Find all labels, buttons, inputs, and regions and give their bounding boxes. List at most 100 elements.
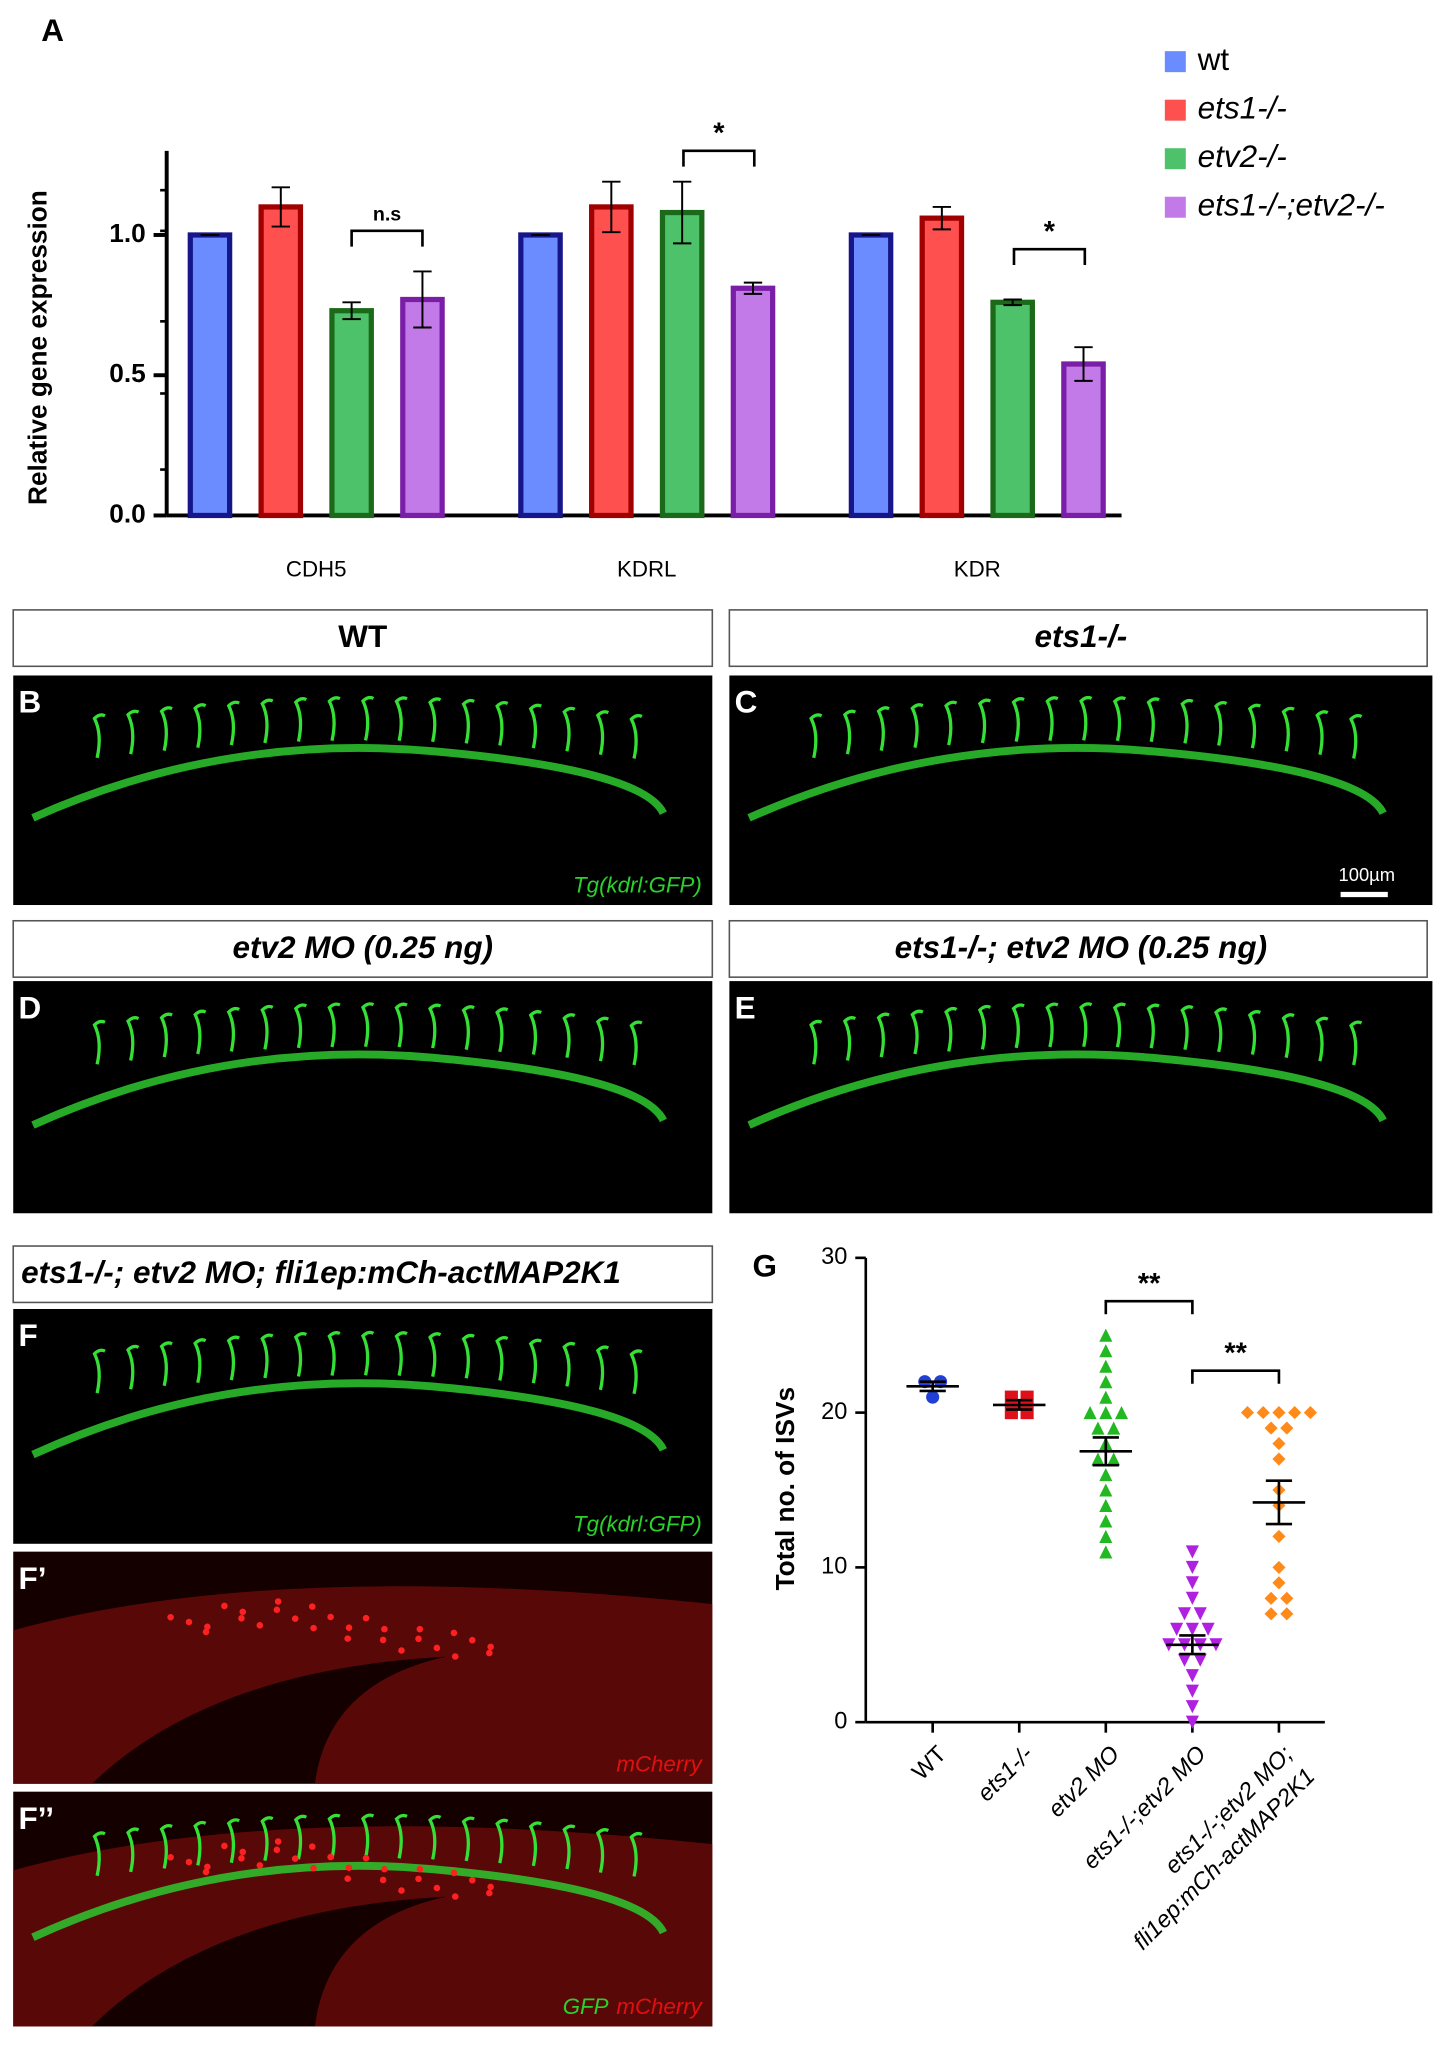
mcherry-cell <box>487 1883 494 1891</box>
data-point <box>1272 1452 1286 1466</box>
data-point <box>1020 1390 1034 1404</box>
mcherry-cell <box>398 1887 405 1894</box>
mcherry-cell <box>202 1628 210 1636</box>
isv <box>1281 706 1295 752</box>
mcherry-cell <box>469 1876 476 1884</box>
mcherry-cell <box>256 1622 264 1629</box>
y-axis-label: Relative gene expression <box>22 190 52 505</box>
isv <box>562 706 576 752</box>
isv <box>327 1331 341 1376</box>
isv <box>428 697 442 743</box>
isv <box>159 1823 173 1869</box>
isv <box>126 1344 140 1390</box>
isv <box>1079 695 1093 741</box>
significance-bracket <box>1191 1369 1281 1384</box>
vessel <box>31 1861 667 1941</box>
isv <box>1180 1005 1194 1051</box>
isv <box>1315 1016 1329 1062</box>
isv <box>193 1820 207 1866</box>
isv <box>293 1003 308 1049</box>
isv <box>394 696 408 742</box>
data-point <box>1099 1344 1113 1358</box>
mcherry-cell <box>221 1842 228 1850</box>
y-axis-label: Total no. of ISVs <box>770 1387 800 1590</box>
panel-label: B <box>18 685 41 720</box>
panel-label: A <box>41 13 64 48</box>
legend-label: wt <box>1197 42 1230 77</box>
isv <box>944 700 958 746</box>
legend-swatch <box>1164 51 1186 73</box>
bar <box>659 209 705 519</box>
isv <box>876 1012 890 1058</box>
isv <box>293 697 308 742</box>
data-point <box>1280 1591 1294 1605</box>
isv <box>809 713 823 759</box>
isv <box>461 698 475 744</box>
mcherry-cell <box>381 1625 388 1633</box>
isv <box>193 703 207 748</box>
isv <box>159 706 173 752</box>
mcherry-cell <box>344 1875 351 1882</box>
y-tick-label: 0.0 <box>109 498 145 528</box>
mcherry-cell <box>167 1613 174 1621</box>
y-tick-label: 20 <box>821 1399 847 1425</box>
isv <box>394 1813 408 1859</box>
legend-label: ets1-/-;etv2-/- <box>1198 188 1385 223</box>
data-point <box>1280 1421 1294 1435</box>
data-point <box>1004 1390 1018 1404</box>
x-tick-label: CDH5 <box>286 556 347 581</box>
isv <box>528 1010 542 1055</box>
isv <box>528 1821 542 1867</box>
isv <box>910 703 924 748</box>
caption: Tg(kdrl:GFP) <box>573 1511 702 1536</box>
mcherry-cell <box>238 1615 245 1622</box>
mcherry-cell <box>310 1864 317 1872</box>
significance-label: * <box>1044 216 1056 248</box>
vessel <box>31 744 667 822</box>
isv <box>1112 1002 1127 1048</box>
bar <box>589 204 634 519</box>
data-point <box>1099 1390 1113 1404</box>
isv <box>495 700 509 746</box>
mcherry-cell <box>274 1838 282 1845</box>
panel-header: WT <box>338 619 387 654</box>
caption: Tg(kdrl:GFP) <box>573 873 702 898</box>
bar <box>848 232 894 519</box>
data-point <box>1272 1560 1286 1574</box>
x-tick-label: etv2 MO <box>1044 1741 1125 1822</box>
isv <box>126 709 140 755</box>
data-point <box>1099 1406 1113 1420</box>
isv <box>944 1006 958 1052</box>
isv <box>1180 698 1194 744</box>
isv <box>260 698 274 744</box>
mcherry-cell <box>469 1636 476 1644</box>
vessel <box>747 744 1387 822</box>
data-point <box>1185 1669 1199 1683</box>
isv <box>1349 1020 1363 1066</box>
data-point <box>1240 1406 1255 1420</box>
isv <box>495 1818 509 1864</box>
micrograph <box>13 675 713 906</box>
data-point <box>1303 1406 1317 1420</box>
vessel <box>31 1379 667 1459</box>
bar <box>1061 361 1106 519</box>
isv <box>360 1002 375 1048</box>
mcherry-cell <box>416 1865 424 1873</box>
isv <box>394 1002 408 1048</box>
mcherry-cell <box>486 1649 493 1657</box>
isv <box>360 1330 375 1376</box>
bar <box>518 232 563 519</box>
mcherry-cell <box>291 1615 299 1622</box>
significance-bracket <box>1104 1299 1194 1315</box>
isv <box>226 1335 240 1381</box>
data-point <box>1099 1328 1113 1342</box>
panel-header-box <box>12 919 714 978</box>
panel-header: ets1-/-; etv2 MO; fli1ep:mCh-actMAP2K1 <box>21 1255 621 1290</box>
panel-header-box <box>728 609 1428 668</box>
data-point <box>1099 1467 1113 1482</box>
data-point <box>1099 1359 1113 1373</box>
bar <box>919 215 965 519</box>
mcherry-cell <box>291 1855 299 1862</box>
mcherry-cell <box>204 1623 211 1631</box>
